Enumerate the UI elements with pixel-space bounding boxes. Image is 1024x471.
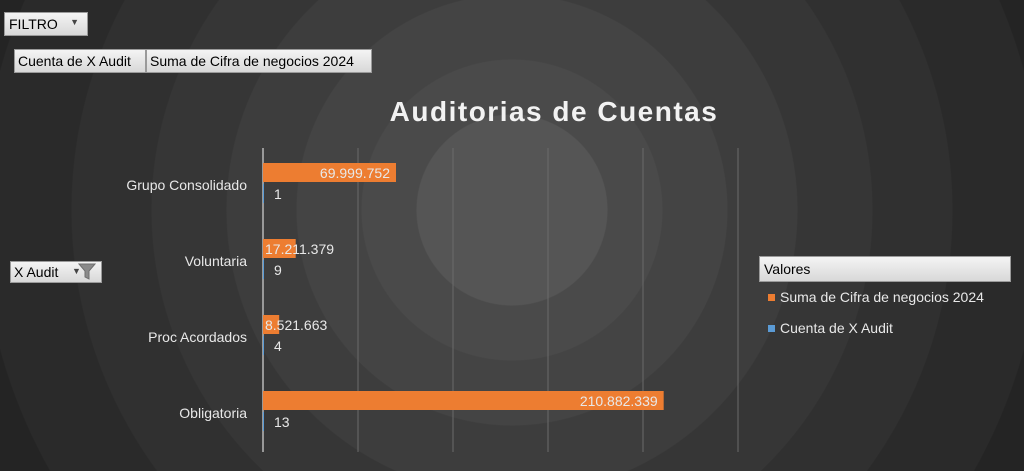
legend-title: Valores [764,261,811,277]
bar-count [263,412,264,431]
legend-label-count: Cuenta de X Audit [780,320,893,336]
row-field-label: X Audit [14,264,59,280]
bar-count [263,260,264,279]
legend-label-sum: Suma de Cifra de negocios 2024 [780,289,984,305]
bar-sum [263,315,280,334]
legend-item-sum[interactable]: Suma de Cifra de negocios 2024 [768,289,984,305]
legend-swatch-sum [768,293,775,301]
filter-funnel-icon[interactable] [78,263,96,280]
bar-sum [263,391,664,410]
legend-swatch-count [768,324,775,332]
category-label: Proc Acordados [148,329,247,345]
chevron-down-icon: ▼ [72,266,81,276]
category-label: Voluntaria [185,253,247,269]
data-label-count: 4 [274,338,282,354]
bar-count [263,336,264,355]
legend-item-count[interactable]: Cuenta de X Audit [768,320,893,336]
filter-label: FILTRO [9,16,58,32]
row-field-button[interactable]: X Audit ▼ [10,261,102,283]
data-label-count: 1 [274,186,282,202]
bar-sum [263,239,296,258]
data-label-count: 9 [274,262,282,278]
legend-title-button[interactable]: Valores [759,256,1011,282]
value-field-sum-button[interactable]: Suma de Cifra de negocios 2024 [146,49,372,73]
value-field-count-label: Cuenta de X Audit [18,53,131,69]
bar-count [263,184,264,203]
chevron-down-icon: ▼ [70,17,79,27]
data-label-sum: 69.999.752 [320,165,390,181]
value-field-count-button[interactable]: Cuenta de X Audit [14,49,146,73]
data-label-sum: 17.211.379 [265,241,334,257]
chart-title: Auditorias de Cuentas [389,96,719,127]
category-label: Grupo Consolidado [126,177,247,193]
data-label-sum: 8.521.663 [265,317,327,333]
data-label-sum: 210.882.339 [580,393,658,409]
category-label: Obligatoria [179,405,247,421]
bar-sum [263,163,396,182]
data-label-count: 13 [274,414,290,430]
filter-field-button[interactable]: FILTRO ▼ [4,12,88,36]
value-field-sum-label: Suma de Cifra de negocios 2024 [150,53,354,69]
